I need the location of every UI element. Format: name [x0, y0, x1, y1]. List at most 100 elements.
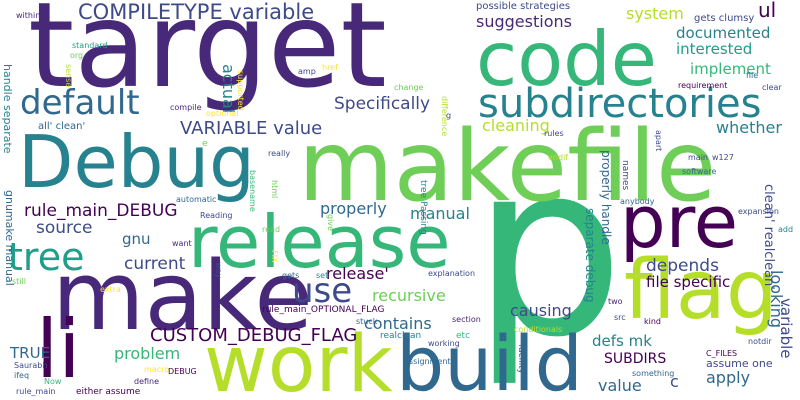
word-documented: documented	[676, 26, 770, 41]
word-want: want	[172, 240, 192, 248]
word-variable-value: VARIABLE value	[180, 120, 322, 138]
word-compile: compile	[170, 104, 202, 112]
word-Now: Now	[44, 378, 61, 386]
word-causing: causing	[510, 303, 572, 319]
word-give: give	[326, 214, 334, 231]
word-C-FILES: C_FILES	[706, 350, 737, 358]
word-defs-mk: defs mk	[592, 334, 652, 349]
word-SUBDIRS: SUBDIRS	[604, 352, 666, 366]
word-either-assume: either assume	[76, 388, 140, 397]
word-section: section	[452, 316, 481, 324]
word-working: working	[428, 340, 460, 348]
word-gets-clumsy: gets clumsy	[694, 14, 754, 24]
word-properly-handle: properly handle	[600, 150, 612, 245]
word-still: still	[12, 278, 26, 286]
word-variable: variable	[778, 298, 793, 359]
word-current: current	[124, 256, 185, 273]
word-automatic: automatic	[176, 196, 216, 204]
word-expansion: expansion	[738, 208, 779, 216]
word-TRUE: TRUE	[10, 346, 50, 361]
word-requirement: requirement	[678, 82, 727, 90]
word-g: g	[446, 112, 451, 120]
word-assume-one: assume one	[706, 358, 773, 369]
word-clean-realclean: clean' realclean'	[762, 184, 775, 290]
word-cleaning: cleaning	[482, 118, 550, 134]
word-anybody: anybody	[620, 198, 655, 206]
word-all-clean: all' clean'	[38, 122, 85, 132]
word-problem: problem	[114, 346, 180, 362]
word-actual: actual	[220, 64, 236, 113]
word-clear: clear	[762, 84, 782, 92]
word-implement: implement	[690, 62, 771, 77]
word-apart: apart	[654, 130, 662, 151]
word-set: set	[316, 272, 328, 280]
word-handle-separate: handle separate	[2, 64, 13, 154]
word-default: default	[20, 86, 140, 120]
word-facility: facility	[516, 344, 525, 374]
word-read: read	[262, 226, 280, 234]
word-basename: basename	[248, 170, 256, 212]
word-ifeq: ifeq	[14, 372, 29, 380]
word-rules: rules	[544, 130, 564, 138]
word-extra: extra	[100, 286, 121, 294]
word-suggestions: suggestions	[476, 14, 572, 30]
word-supported: supported	[236, 70, 244, 111]
word-custom-debug-flag: CUSTOM_DEBUG_FLAG	[150, 327, 357, 345]
word-add: add	[778, 226, 793, 234]
word-specifically: Specifically	[334, 96, 430, 113]
word-Reading: Reading	[200, 212, 232, 220]
word-something: something	[632, 370, 674, 378]
word-stuck: stuck	[356, 318, 377, 326]
word-Saurabh: Saurabh	[14, 362, 47, 370]
word-e: e	[202, 140, 208, 149]
word-separate-debug: separate debug	[584, 208, 596, 303]
word-src: src	[614, 314, 626, 322]
word-apply: apply	[706, 370, 750, 386]
word-way: way	[214, 262, 222, 278]
word-really: really	[268, 150, 290, 158]
word-standard: standard	[72, 42, 107, 50]
word-compiletype-variable: COMPILETYPE variable	[78, 2, 314, 23]
word-ul: ul	[758, 0, 776, 20]
word-names: names	[620, 160, 629, 190]
word-file-specific: file specific	[646, 275, 730, 290]
word-rule-main-optional: rule_main_OPTIONAL_FLAG	[262, 306, 384, 315]
word-recursive: recursive	[372, 288, 446, 304]
word-source: source	[36, 220, 92, 237]
word-gnumake-manual: gnumake manual	[4, 190, 15, 286]
word-optional: optional	[206, 110, 238, 118]
word-interested: interested	[676, 42, 752, 57]
word-software: software	[682, 168, 716, 176]
word-file: file	[746, 72, 758, 80]
word-fix: FIX	[270, 250, 278, 262]
word-rule-main: rule_main	[16, 388, 56, 396]
word-release-q: release'	[326, 266, 389, 282]
word-gnu: gnu	[122, 232, 151, 247]
word-macro: macro	[144, 366, 169, 374]
word-within: within	[16, 12, 40, 20]
word-href: href	[322, 64, 338, 72]
word-gets: gets	[282, 272, 299, 280]
word-notdir: notdir	[748, 338, 772, 346]
word-endif: endif	[548, 154, 568, 162]
word-value: value	[598, 378, 642, 394]
word-DEBUG: DEBUG	[168, 368, 197, 376]
word-define: define	[134, 378, 159, 386]
word-change: change	[394, 84, 423, 92]
word-realclean: realclean	[380, 332, 421, 341]
word-whether: whether	[716, 120, 782, 136]
word-main: main	[688, 154, 708, 162]
word-possible-strategies: possible strategies	[476, 2, 570, 12]
word-html: html	[270, 180, 278, 198]
word-two: two	[608, 298, 623, 306]
word-amp: amp	[298, 68, 316, 76]
word-w127: w127	[712, 154, 734, 162]
word-explanation: explanation	[428, 270, 475, 278]
word-sense: sense	[64, 64, 72, 87]
word-tree: tree	[8, 238, 84, 276]
word-conditionals: conditionals	[514, 326, 562, 334]
word-system: system	[626, 6, 684, 22]
word-kind: kind	[644, 318, 661, 326]
word-org: org	[70, 52, 83, 60]
